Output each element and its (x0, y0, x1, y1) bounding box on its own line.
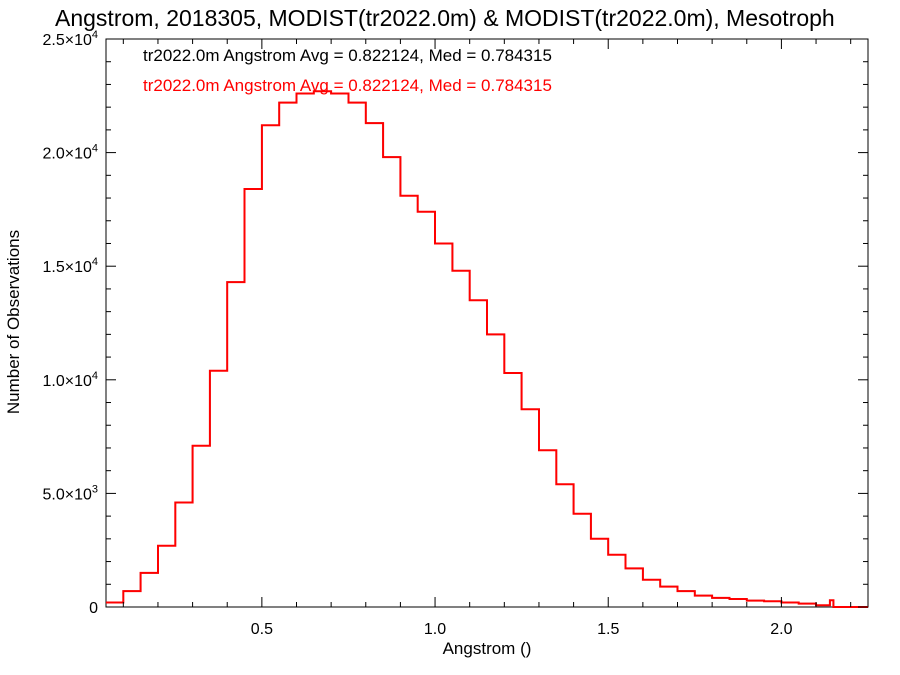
series-layer (106, 90, 868, 608)
legend-entry-red: tr2022.0m Angstrom Avg = 0.822124, Med =… (143, 76, 552, 95)
series-line-1 (106, 90, 868, 608)
legend-entry-black: tr2022.0m Angstrom Avg = 0.822124, Med =… (143, 46, 552, 65)
x-tick-label: 0.5 (251, 621, 273, 638)
y-tick-label: 5.0×103 (42, 483, 98, 503)
chart-title: Angstrom, 2018305, MODIST(tr2022.0m) & M… (55, 5, 835, 31)
plot-frame (105, 38, 869, 608)
y-axis-label: Number of Observations (4, 230, 23, 414)
y-tick-label: 1.5×104 (42, 256, 98, 276)
x-tick-label: 1.0 (424, 621, 446, 638)
x-tick-label: 1.5 (597, 621, 619, 638)
y-axis: 0 5.0×103 1.0×104 1.5×104 2.0×104 2.5×104 (42, 29, 868, 617)
y-tick-label: 0 (89, 600, 98, 617)
x-tick-label: 2.0 (770, 621, 792, 638)
y-tick-label: 1.0×104 (42, 370, 98, 390)
x-axis: 0.5 1.0 1.5 2.0 (122, 39, 852, 638)
y-tick-label: 2.0×104 (42, 143, 98, 163)
plot-border (105, 38, 869, 608)
y-tick-label: 2.5×104 (42, 29, 98, 49)
series-line-0 (106, 90, 868, 608)
x-axis-label: Angstrom () (443, 639, 532, 658)
